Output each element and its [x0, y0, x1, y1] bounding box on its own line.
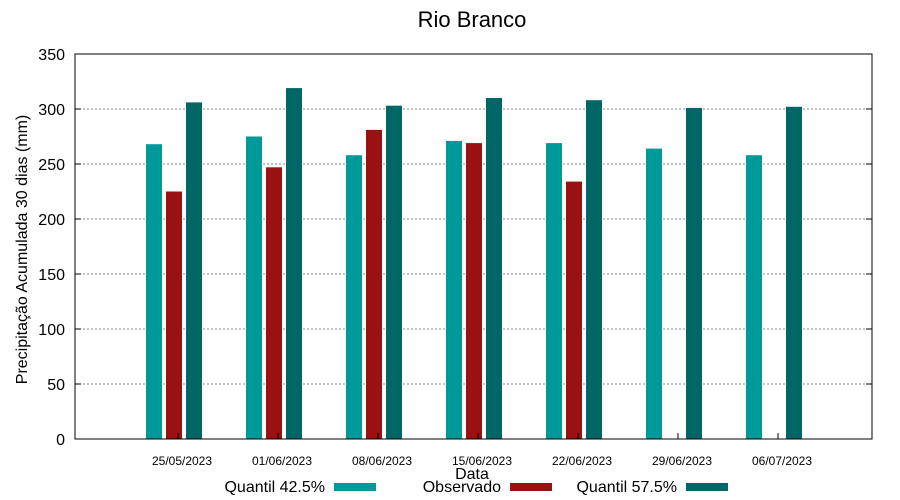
x-tick-label: 29/06/2023 [652, 454, 712, 468]
x-tick-label: 08/06/2023 [352, 454, 412, 468]
legend-swatch [686, 483, 728, 491]
bar [746, 155, 762, 439]
bar [466, 143, 482, 439]
bar [266, 167, 282, 440]
bar [486, 98, 502, 439]
y-tick-label: 350 [38, 47, 65, 64]
legend-label: Quantil 42.5% [224, 479, 325, 496]
bar [246, 136, 262, 439]
bar [566, 181, 582, 439]
bar [186, 102, 202, 440]
legend-label: Quantil 57.5% [576, 479, 677, 496]
bar [286, 88, 302, 439]
bar [546, 143, 562, 439]
y-tick-label: 50 [47, 377, 65, 394]
bar [146, 144, 162, 439]
bar [346, 155, 362, 439]
x-tick-label: 25/05/2023 [152, 454, 212, 468]
bar [366, 129, 382, 439]
legend-swatch [510, 483, 552, 491]
bars [146, 88, 802, 440]
legend-swatch [334, 483, 376, 491]
y-axis-label: Precipitação Acumulada 30 dias (mm) [14, 115, 31, 384]
x-tick-label: 15/06/2023 [452, 454, 512, 468]
x-tick-label: 06/07/2023 [752, 454, 812, 468]
bar [166, 191, 182, 439]
y-tick-label: 100 [38, 322, 65, 339]
bar [586, 100, 602, 439]
plot-frame [74, 53, 873, 440]
bar [686, 107, 702, 440]
axes: 0 50 100 150 200 250 300 350 25/05/2023 01/06/202… [38, 47, 872, 468]
x-tick-label: 01/06/2023 [252, 454, 312, 468]
x-axis-label: Data [455, 466, 489, 483]
legend: Quantil 42.5% Observado Quantil 57.5% [224, 479, 728, 496]
bar [646, 148, 662, 439]
legend-label: Observado [423, 479, 501, 496]
bar [446, 140, 462, 439]
x-tick-label: 22/06/2023 [552, 454, 612, 468]
bar [386, 105, 402, 439]
gridlines [75, 108, 872, 385]
y-tick-label: 250 [38, 157, 65, 174]
y-tick-label: 150 [38, 267, 65, 284]
y-tick-label: 200 [38, 212, 65, 229]
y-tick-label: 0 [56, 432, 65, 449]
bar [786, 106, 802, 440]
y-tick-label: 300 [38, 102, 65, 119]
chart-title: Rio Branco [418, 7, 527, 32]
